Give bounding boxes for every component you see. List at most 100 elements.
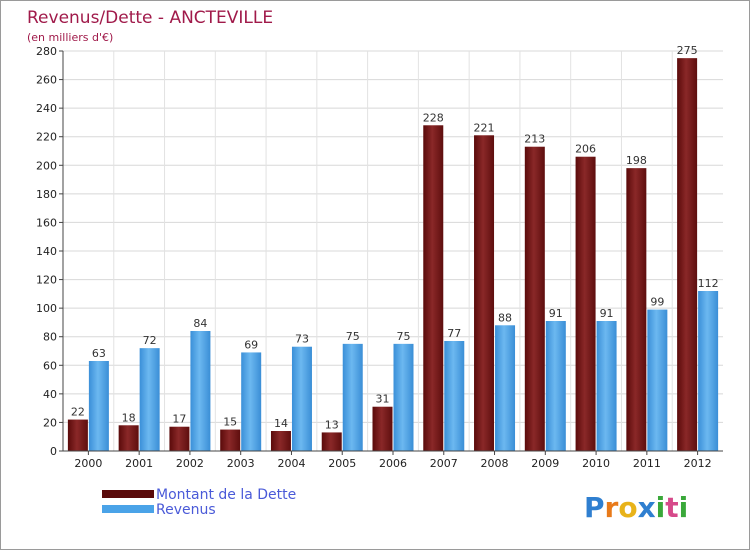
data-label-dette: 228 [423, 111, 444, 124]
bar-dette [270, 431, 291, 451]
logo-letter: P [584, 491, 605, 524]
logo-letter: t [665, 491, 678, 524]
data-label-revenus: 69 [244, 338, 258, 351]
logo-letter: x [638, 491, 656, 524]
logo-letter: i [679, 491, 689, 524]
logo-letter: r [605, 491, 619, 524]
legend-swatch-dette [102, 490, 154, 498]
data-label-revenus: 77 [447, 327, 461, 340]
chart-subtitle: (en milliers d'€) [27, 31, 113, 44]
data-label-revenus: 75 [397, 330, 411, 343]
bar-revenus [190, 331, 211, 451]
bar-revenus [88, 361, 109, 451]
bar-revenus [596, 321, 617, 451]
bar-dette [423, 125, 444, 452]
legend-label-dette: Montant de la Dette [156, 487, 296, 503]
y-tick-label: 0 [50, 445, 57, 458]
x-tick-label: 2012 [684, 457, 712, 470]
bar-revenus [545, 321, 566, 451]
bar-revenus [342, 343, 363, 451]
data-label-dette: 31 [376, 393, 390, 406]
data-label-dette: 213 [524, 133, 545, 146]
legend: Montant de la Dette Revenus [102, 487, 296, 518]
data-label-revenus: 99 [650, 296, 664, 309]
bar-dette [677, 58, 698, 452]
y-tick-label: 140 [36, 245, 57, 258]
legend-label-revenus: Revenus [156, 502, 216, 518]
bar-dette [220, 429, 241, 451]
logo-letter: i [656, 491, 666, 524]
data-label-revenus: 73 [295, 333, 309, 346]
x-tick-label: 2005 [328, 457, 356, 470]
data-label-dette: 18 [122, 411, 136, 424]
bars: 22 63 18 72 17 84 15 69 14 73 13 75 31 75 228 77 221 88 21… [67, 44, 719, 452]
bar-dette [169, 426, 190, 451]
data-label-dette: 14 [274, 417, 288, 430]
bar-revenus [393, 343, 414, 451]
y-axis: 0 20 40 60 80 100 120 140 160 180 200 220 240 260 280 [36, 45, 64, 458]
x-tick-label: 2002 [176, 457, 204, 470]
bar-revenus [139, 348, 160, 451]
data-label-dette: 15 [223, 416, 237, 429]
data-label-revenus: 91 [549, 307, 563, 320]
x-tick-label: 2001 [125, 457, 153, 470]
x-tick-label: 2004 [277, 457, 305, 470]
y-tick-label: 180 [36, 188, 57, 201]
x-tick-label: 2011 [633, 457, 661, 470]
y-tick-label: 20 [43, 416, 57, 429]
data-label-revenus: 63 [92, 347, 106, 360]
proxiti-logo: Proxiti [584, 491, 688, 524]
chart-title: Revenus/Dette - ANCTEVILLE [27, 8, 273, 28]
y-tick-label: 100 [36, 302, 57, 315]
data-label-revenus: 112 [698, 277, 719, 290]
y-tick-label: 200 [36, 159, 57, 172]
data-label-dette: 221 [474, 121, 495, 134]
data-label-revenus: 72 [143, 334, 157, 347]
legend-swatch-revenus [102, 505, 154, 513]
bar-revenus [698, 291, 719, 451]
x-tick-label: 2000 [74, 457, 102, 470]
y-tick-label: 120 [36, 274, 57, 287]
x-tick-label: 2009 [531, 457, 559, 470]
y-tick-label: 60 [43, 359, 57, 372]
x-tick-label: 2008 [481, 457, 509, 470]
data-label-dette: 206 [575, 143, 596, 156]
gridlines [63, 50, 723, 452]
x-tick-label: 2010 [582, 457, 610, 470]
bar-revenus [444, 341, 465, 451]
bar-dette [524, 146, 545, 451]
data-label-revenus: 75 [346, 330, 360, 343]
data-label-dette: 275 [677, 44, 698, 57]
y-tick-label: 240 [36, 102, 57, 115]
bar-revenus [495, 325, 516, 451]
y-tick-label: 260 [36, 74, 57, 87]
y-tick-label: 80 [43, 331, 57, 344]
data-label-dette: 17 [172, 413, 186, 426]
data-label-dette: 198 [626, 154, 647, 167]
x-tick-label: 2003 [227, 457, 255, 470]
bar-dette [372, 406, 393, 451]
x-tick-label: 2007 [430, 457, 458, 470]
y-tick-label: 40 [43, 388, 57, 401]
data-label-dette: 22 [71, 406, 85, 419]
y-tick-label: 160 [36, 216, 57, 229]
data-label-revenus: 91 [600, 307, 614, 320]
bar-dette [626, 168, 647, 451]
bar-dette [67, 419, 88, 451]
bar-revenus [647, 309, 668, 451]
bar-revenus [291, 346, 312, 451]
x-axis: 2000 2001 2002 2003 2004 2005 2006 2007 2008 2009… [63, 450, 723, 470]
data-label-revenus: 88 [498, 311, 512, 324]
bar-dette [321, 432, 342, 451]
data-label-revenus: 84 [193, 317, 207, 330]
bar-dette [474, 135, 495, 452]
logo-letter: o [618, 491, 637, 524]
y-tick-label: 220 [36, 131, 57, 144]
data-label-dette: 13 [325, 418, 339, 431]
bar-dette [575, 156, 596, 451]
y-tick-label: 280 [36, 45, 57, 58]
x-tick-label: 2006 [379, 457, 407, 470]
bar-dette [118, 425, 139, 451]
